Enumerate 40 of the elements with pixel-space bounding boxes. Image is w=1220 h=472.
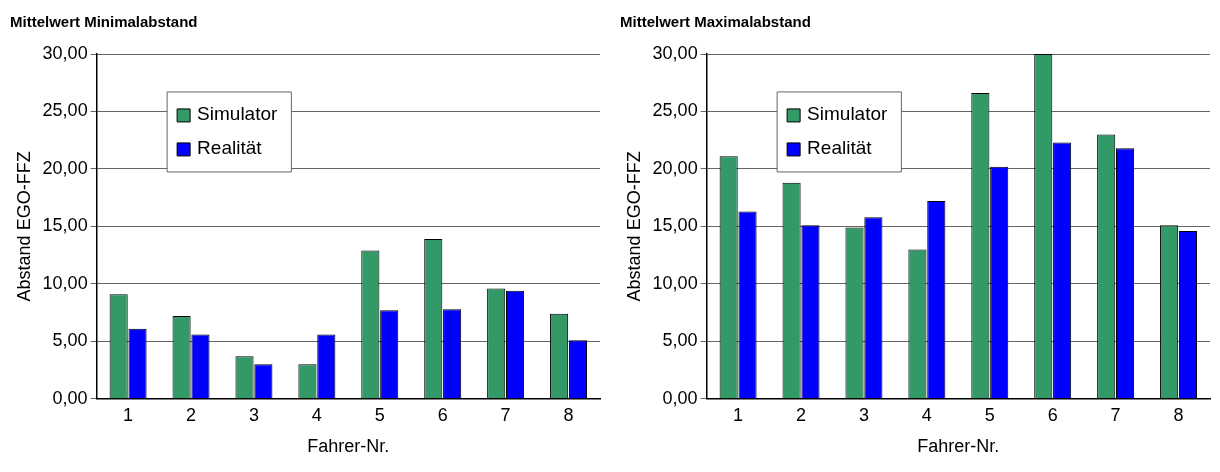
- y-tick-label: 15,00: [652, 215, 698, 236]
- x-tick-label: 5: [374, 404, 385, 425]
- y-tick-label: 0,00: [662, 387, 698, 408]
- chart-title: Mittelwert Minimalabstand: [10, 13, 198, 31]
- x-tick-label: 2: [796, 404, 807, 425]
- x-tick-label: 3: [858, 404, 869, 425]
- y-tick-label: 15,00: [42, 215, 88, 236]
- chart-title: Mittelwert Maximalabstand: [620, 13, 811, 31]
- x-tick-label: 2: [186, 404, 197, 425]
- x-tick-label: 7: [1110, 404, 1121, 425]
- y-tick-label: 20,00: [652, 157, 698, 178]
- legend-label: Realität: [807, 137, 873, 159]
- y-tick-label: 30,00: [652, 42, 698, 63]
- legend-label: Simulator: [807, 103, 889, 125]
- y-tick-label: 5,00: [662, 330, 698, 351]
- x-tick-label: 8: [1173, 404, 1184, 425]
- x-axis-title: Fahrer-Nr.: [307, 436, 390, 457]
- y-axis-title: Abstand EGO-FFZ: [13, 151, 34, 302]
- x-tick-label: 7: [500, 404, 511, 425]
- x-tick-label: 3: [248, 404, 259, 425]
- y-tick-label: 25,00: [652, 100, 698, 121]
- y-tick-label: 10,00: [652, 272, 698, 293]
- x-tick-label: 8: [563, 404, 574, 425]
- y-axis-title: Abstand EGO-FFZ: [623, 151, 644, 302]
- y-tick-label: 5,00: [52, 330, 88, 351]
- x-axis-title: Fahrer-Nr.: [917, 436, 1000, 457]
- x-tick-label: 4: [921, 404, 932, 425]
- legend-label: Realität: [197, 137, 263, 159]
- y-tick-label: 10,00: [42, 272, 88, 293]
- x-tick-label: 4: [311, 404, 322, 425]
- y-tick-label: 30,00: [42, 42, 88, 63]
- x-tick-label: 5: [984, 404, 995, 425]
- x-tick-label: 6: [437, 404, 448, 425]
- x-tick-label: 6: [1047, 404, 1058, 425]
- x-tick-label: 1: [123, 404, 134, 425]
- y-tick-label: 25,00: [42, 100, 88, 121]
- x-tick-label: 1: [733, 404, 744, 425]
- y-tick-label: 0,00: [52, 387, 88, 408]
- legend-label: Simulator: [197, 103, 279, 125]
- y-tick-label: 20,00: [42, 157, 88, 178]
